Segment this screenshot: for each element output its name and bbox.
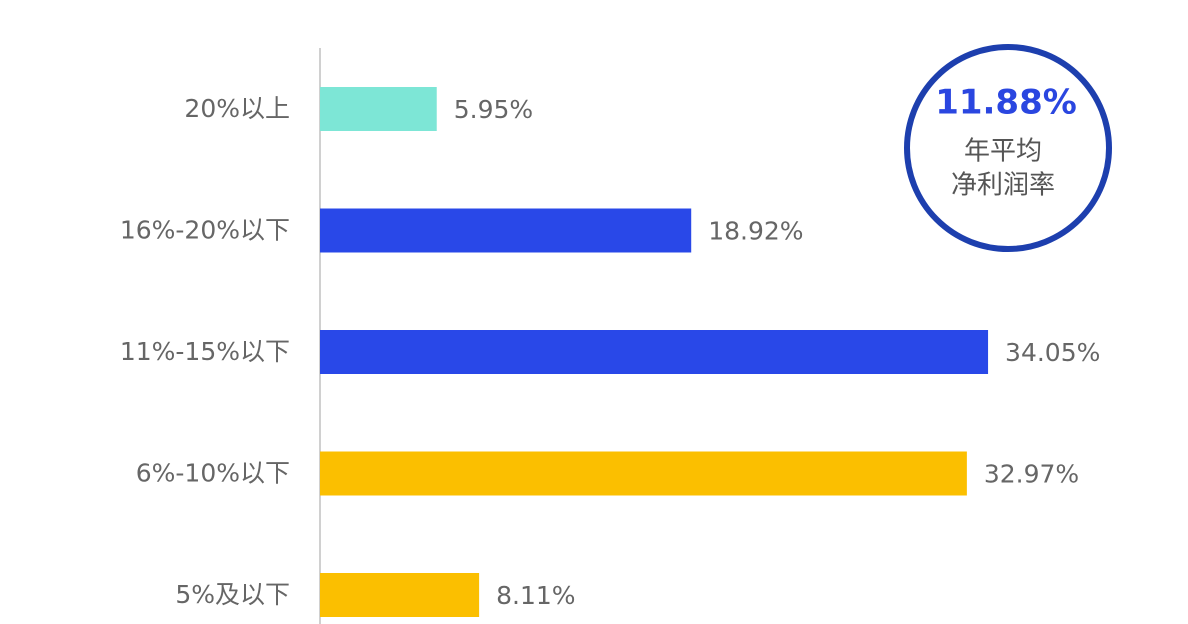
annotation-line: 净利润率: [951, 171, 1055, 201]
value-label: 32.97%: [984, 460, 1079, 489]
bar: [320, 451, 967, 496]
bar: [320, 573, 480, 617]
annotation-label: 11.88%: [935, 83, 1077, 123]
bar: [320, 330, 989, 374]
annotation-line: 年平均: [964, 137, 1042, 167]
annotation: 11.88% 年平均 净利润率: [904, 44, 1112, 252]
category-label: 16%-20%以下: [120, 216, 290, 245]
category-label: 11%-15%以下: [120, 337, 290, 366]
bar: [320, 87, 437, 131]
annotation-circle: [904, 44, 1112, 252]
bar: [320, 208, 692, 253]
category-label: 6%-10%以下: [136, 459, 290, 488]
value-label: 34.05%: [1005, 338, 1100, 367]
value-label: 18.92%: [708, 217, 803, 246]
category-label: 5%及以下: [175, 580, 290, 609]
value-label: 8.11%: [496, 581, 575, 610]
value-label: 5.95%: [454, 95, 533, 124]
category-label: 20%以上: [184, 94, 290, 123]
